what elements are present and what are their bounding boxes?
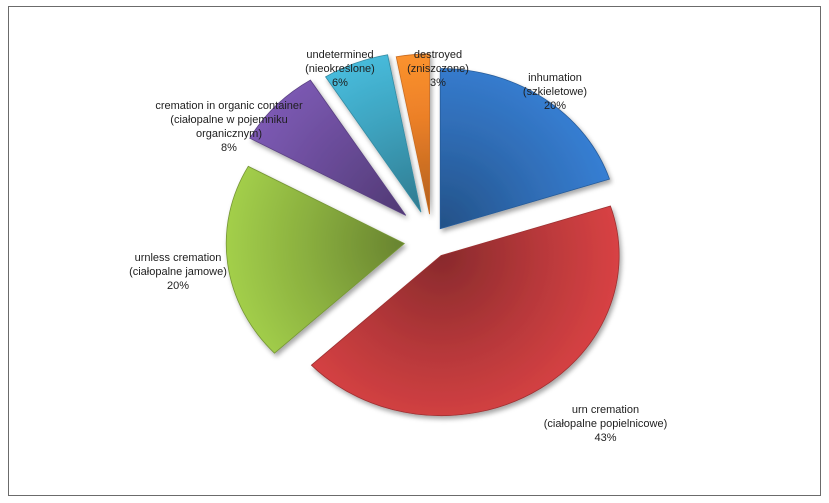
label-urnless-cremation-pl: (ciałopalne jamowe) — [129, 266, 227, 278]
label-urnless-cremation-en: urnless cremation — [134, 252, 222, 264]
label-destroyed-percent: 3% — [430, 77, 446, 89]
pie-slice-cremation-in-organic-container — [249, 79, 407, 216]
label-inhumation-en: inhumation — [528, 72, 582, 84]
label-destroyed: destroyed (zniszczone) 3% — [393, 48, 483, 90]
label-cremation-organic-pl-2: organicznym) — [195, 128, 263, 140]
pie-slice-undetermined — [324, 54, 422, 213]
label-undetermined-en: undetermined — [306, 49, 374, 61]
label-urn-cremation-percent: 43% — [594, 432, 617, 444]
label-urn-cremation: urn cremation (ciałopalne popielnicowe) … — [518, 403, 693, 445]
pie-slice-destroyed — [395, 53, 430, 215]
label-urn-cremation-en: urn cremation — [571, 404, 640, 416]
label-cremation-organic-percent: 8% — [221, 142, 237, 154]
pie-slice-urn-cremation — [310, 205, 620, 417]
label-urn-cremation-pl: (ciałopalne popielnicowe) — [543, 418, 668, 430]
pie-slices — [225, 53, 620, 417]
label-urnless-cremation-percent: 20% — [166, 280, 190, 292]
label-undetermined: undetermined (nieokreślone) 6% — [280, 48, 400, 90]
label-inhumation-percent: 20% — [543, 100, 567, 112]
label-destroyed-pl: (zniszczone) — [407, 63, 469, 75]
label-urnless-cremation: urnless cremation (ciałopalne jamowe) 20… — [103, 251, 253, 293]
label-inhumation: inhumation (szkieletowe) 20% — [500, 71, 610, 113]
pie-slice-inhumation — [439, 68, 611, 230]
label-cremation-organic-en: cremation in organic container — [155, 100, 303, 112]
label-cremation-organic-pl-1: (ciałopalne w pojemniku — [170, 114, 288, 126]
label-destroyed-en: destroyed — [413, 49, 463, 61]
label-undetermined-percent: 6% — [332, 77, 348, 89]
label-inhumation-pl: (szkieletowe) — [522, 86, 588, 98]
pie-slice-urnless-cremation — [225, 165, 405, 354]
label-undetermined-pl: (nieokreślone) — [305, 63, 375, 75]
label-cremation-organic: cremation in organic container (ciałopal… — [134, 99, 324, 155]
